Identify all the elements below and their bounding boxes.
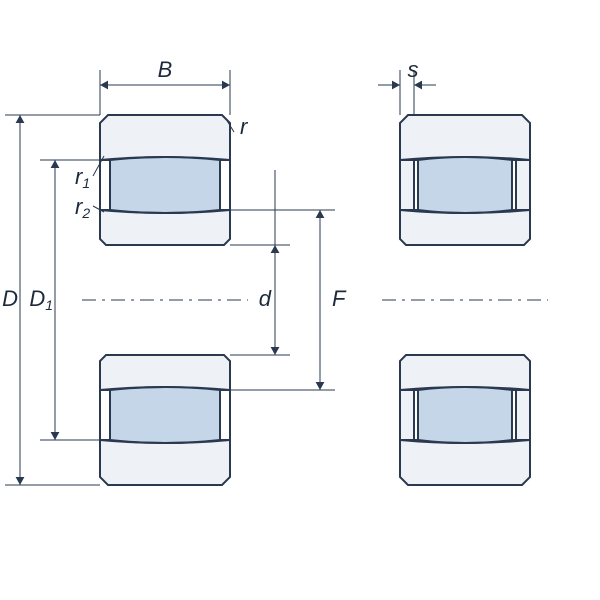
svg-text:d: d — [259, 286, 272, 311]
svg-text:D1: D1 — [29, 286, 53, 313]
svg-text:r2: r2 — [75, 194, 90, 221]
svg-text:F: F — [332, 286, 347, 311]
svg-text:r: r — [240, 114, 249, 139]
svg-text:B: B — [158, 57, 173, 82]
bearing-technical-drawing: Bs D D1 d Fr r1 r2 — [0, 0, 600, 600]
svg-text:r1: r1 — [75, 164, 90, 191]
svg-text:s: s — [408, 57, 419, 82]
svg-text:D: D — [2, 286, 18, 311]
